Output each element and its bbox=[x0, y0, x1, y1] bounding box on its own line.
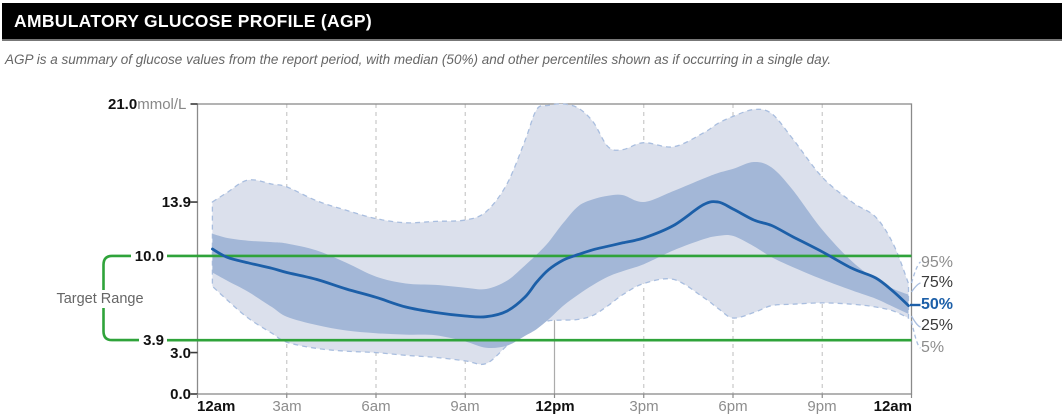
percentile-label-75: 75% bbox=[921, 274, 954, 291]
x-tick-12am: 12am bbox=[197, 398, 236, 415]
leader-5 bbox=[910, 320, 921, 349]
x-tick-6pm: 6pm bbox=[718, 398, 748, 415]
y-tick-value: 21.0 bbox=[108, 96, 138, 113]
leader-75 bbox=[910, 282, 921, 293]
y-tick-label-13-9: 13.9 bbox=[161, 194, 191, 211]
target-upper-value: 10.0 bbox=[134, 248, 164, 265]
percentile-label-25: 25% bbox=[921, 317, 954, 334]
report-title: AMBULATORY GLUCOSE PROFILE (AGP) bbox=[14, 10, 372, 31]
y-tick-label-21: 21.0mmol/L bbox=[108, 97, 186, 112]
report-subtitle: AGP is a summary of glucose values from … bbox=[5, 52, 832, 67]
report-header: AMBULATORY GLUCOSE PROFILE (AGP) bbox=[2, 3, 1062, 41]
x-tick-6am: 6am bbox=[361, 398, 391, 415]
leader-25 bbox=[910, 315, 921, 328]
median-50-percentile-line bbox=[211, 200, 910, 319]
x-tick-3pm: 3pm bbox=[629, 398, 659, 415]
leader-95 bbox=[910, 261, 921, 284]
percentile-label-50: 50% bbox=[921, 296, 954, 313]
x-tick-9pm: 9pm bbox=[807, 398, 837, 415]
x-tick-12am-end: 12am bbox=[873, 398, 912, 415]
y-axis-unit: mmol/L bbox=[137, 96, 187, 113]
x-tick-9am: 9am bbox=[450, 398, 480, 415]
x-tick-12pm: 12pm bbox=[535, 398, 575, 415]
percentile-label-95: 95% bbox=[921, 254, 954, 271]
percentile-label-5: 5% bbox=[921, 339, 945, 356]
target-range-label: Target Range bbox=[47, 290, 153, 308]
y-tick-label-0: 0.0 bbox=[170, 386, 191, 403]
y-tick-label-3: 3.0 bbox=[170, 345, 191, 362]
x-tick-3am: 3am bbox=[272, 398, 302, 415]
target-lower-value: 3.9 bbox=[143, 332, 164, 349]
